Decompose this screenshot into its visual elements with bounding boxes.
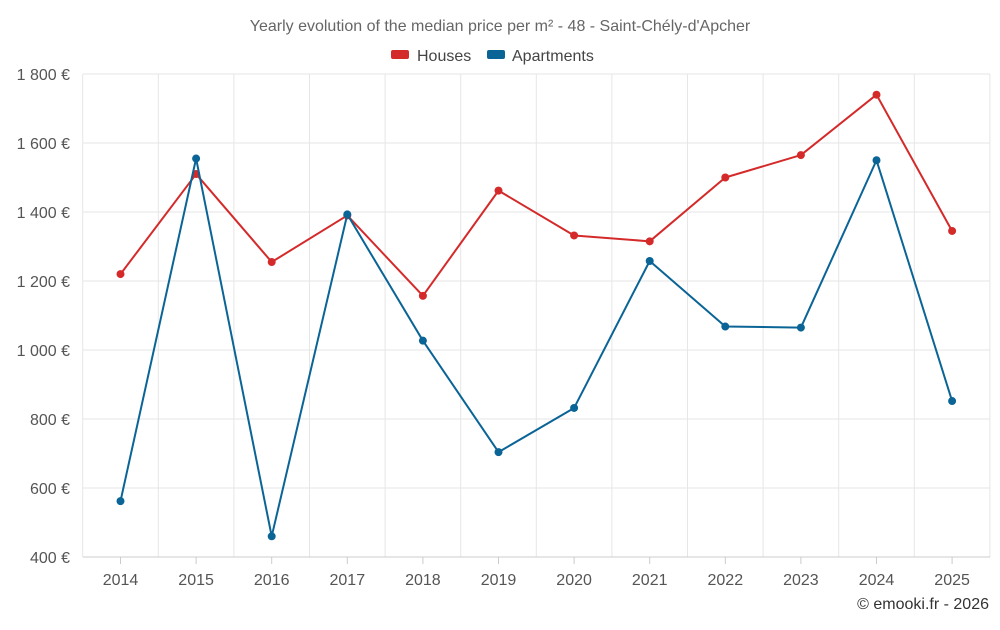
y-tick-label: 400 € — [30, 550, 70, 567]
series-line-houses — [119, 93, 953, 297]
data-point-houses[interactable] — [267, 258, 276, 267]
data-point-houses[interactable] — [116, 270, 125, 279]
data-point-apartments[interactable] — [418, 336, 427, 345]
data-point-apartments[interactable] — [948, 397, 957, 406]
data-point-apartments[interactable] — [872, 156, 881, 165]
y-axis-labels: 400 € 600 € 800 € 1 000 € 1 200 € 1 400 € 1 60… — [17, 67, 70, 567]
data-point-houses[interactable] — [948, 226, 957, 235]
credit-text: © emooki.fr - 2026 — [857, 596, 989, 613]
data-point-houses[interactable] — [645, 237, 654, 246]
x-gridlines — [82, 74, 991, 557]
data-point-apartments[interactable] — [796, 323, 805, 332]
data-point-apartments[interactable] — [343, 210, 352, 219]
legend-label-houses: Houses — [417, 48, 471, 65]
y-tick-label: 1 200 € — [17, 274, 70, 291]
legend-item-apartments[interactable]: Apartments — [487, 48, 594, 65]
data-point-houses[interactable] — [570, 231, 579, 240]
data-point-houses[interactable] — [494, 186, 503, 195]
y-tick-label: 800 € — [30, 412, 70, 429]
legend-label-apartments: Apartments — [512, 48, 594, 65]
series-group — [116, 90, 957, 541]
data-point-houses[interactable] — [872, 90, 881, 99]
data-point-apartments[interactable] — [721, 322, 730, 331]
x-tick-label: 2019 — [481, 572, 517, 589]
x-tick-label: 2023 — [783, 572, 819, 589]
legend: Houses Apartments — [391, 48, 594, 65]
data-point-apartments[interactable] — [645, 256, 654, 265]
series-houses — [116, 90, 957, 300]
x-tick-label: 2021 — [632, 572, 668, 589]
chart-title: Yearly evolution of the median price per… — [250, 18, 751, 35]
y-tick-label: 600 € — [30, 481, 70, 498]
legend-swatch-apartments — [487, 50, 505, 59]
x-tick-label: 2017 — [330, 572, 366, 589]
data-point-houses[interactable] — [721, 173, 730, 182]
y-tick-label: 1 800 € — [17, 67, 70, 84]
x-tick-label: 2016 — [254, 572, 290, 589]
y-tick-label: 1 000 € — [17, 343, 70, 360]
data-point-apartments[interactable] — [570, 403, 579, 412]
data-point-houses[interactable] — [796, 151, 805, 160]
x-tick-label: 2024 — [859, 572, 895, 589]
series-apartments — [116, 154, 957, 541]
data-point-apartments[interactable] — [192, 154, 201, 163]
x-tick-label: 2015 — [178, 572, 214, 589]
x-tick-label: 2020 — [556, 572, 592, 589]
data-point-apartments[interactable] — [116, 497, 125, 506]
y-tick-label: 1 400 € — [17, 205, 70, 222]
legend-swatch-houses — [391, 50, 409, 59]
x-tick-label: 2014 — [103, 572, 139, 589]
x-tick-label: 2022 — [708, 572, 744, 589]
x-tick-label: 2025 — [934, 572, 970, 589]
data-point-apartments[interactable] — [267, 532, 276, 541]
y-tick-label: 1 600 € — [17, 136, 70, 153]
series-line-apartments — [119, 157, 954, 538]
data-point-apartments[interactable] — [494, 448, 503, 457]
x-tick-label: 2018 — [405, 572, 441, 589]
x-axis-labels: 2014 2015 2016 2017 2018 2019 2020 2021 2022 2023… — [103, 557, 970, 589]
legend-item-houses[interactable]: Houses — [391, 48, 471, 65]
data-point-houses[interactable] — [418, 291, 427, 300]
